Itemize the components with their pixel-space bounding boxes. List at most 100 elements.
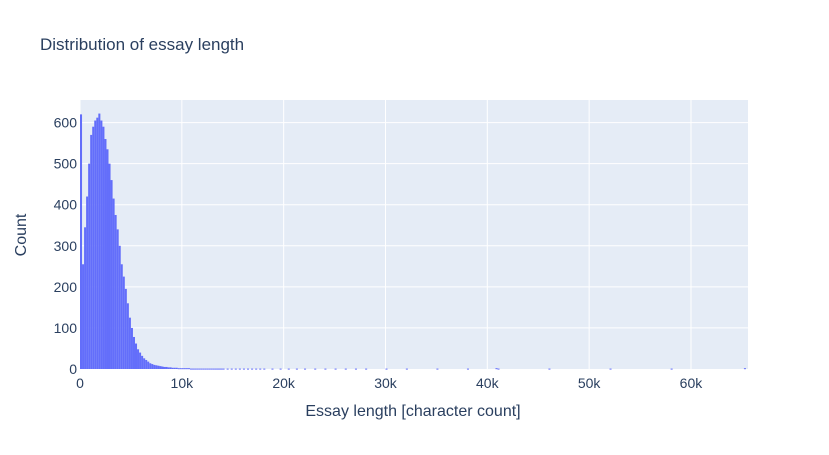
- histogram-bar: [139, 352, 142, 369]
- histogram-bar: [128, 317, 131, 369]
- histogram-bar: [385, 368, 388, 370]
- histogram-bar: [212, 368, 215, 370]
- tick-labels: 0 100 200 300 400 500 600 0 10k 20k 30k 40k 50k 60k: [54, 115, 704, 391]
- y-tick-label: 0: [69, 361, 77, 377]
- histogram-bar: [137, 349, 140, 369]
- histogram-bar: [151, 364, 154, 369]
- histogram-bar: [314, 368, 317, 370]
- x-tick-label: 30k: [374, 375, 398, 391]
- histogram-bar: [202, 368, 205, 370]
- histogram-bar: [230, 368, 233, 370]
- histogram-bar: [234, 368, 237, 370]
- histogram-bar: [94, 120, 97, 369]
- histogram-bar: [161, 366, 164, 369]
- histogram-bar: [220, 368, 223, 370]
- bars: [80, 113, 746, 370]
- histogram-bar: [466, 368, 469, 370]
- histogram-bar: [185, 368, 188, 370]
- x-axis-title: Essay length [character count]: [305, 403, 520, 420]
- histogram-bar: [548, 368, 551, 370]
- histogram-bar: [218, 368, 221, 370]
- histogram-bar: [334, 368, 337, 370]
- x-tick-label: 10k: [171, 375, 195, 391]
- histogram-bar: [102, 126, 105, 369]
- histogram-bar: [194, 368, 197, 370]
- histogram-bar: [124, 288, 127, 369]
- histogram-bar: [200, 368, 203, 370]
- histogram-bar: [126, 303, 129, 369]
- histogram-bar: [104, 139, 107, 369]
- histogram-bar: [100, 120, 103, 369]
- histogram-bar: [354, 368, 357, 370]
- x-tick-label: 0: [76, 375, 84, 391]
- histogram-bar: [344, 368, 347, 370]
- histogram-bar: [82, 264, 85, 369]
- histogram-bar: [208, 368, 211, 370]
- histogram-bar: [132, 336, 135, 369]
- histogram-bar: [143, 358, 146, 369]
- histogram-bar: [279, 368, 282, 370]
- histogram-bar: [90, 134, 93, 369]
- histogram-bar: [179, 368, 182, 370]
- chart-title: Distribution of essay length: [40, 35, 244, 54]
- histogram-bar: [242, 368, 245, 370]
- histogram-bar: [118, 245, 121, 369]
- histogram-bar: [92, 126, 95, 369]
- histogram-bar: [157, 365, 160, 369]
- plot-area: [80, 100, 748, 369]
- histogram-bar: [436, 368, 439, 370]
- histogram-bar: [145, 359, 148, 369]
- histogram-bar: [149, 363, 152, 369]
- y-tick-label: 500: [54, 156, 78, 172]
- histogram-bar: [222, 368, 225, 370]
- histogram-bar: [287, 368, 290, 370]
- histogram-bar: [495, 368, 498, 370]
- histogram-bar: [251, 368, 254, 370]
- histogram-bar: [177, 368, 180, 370]
- histogram-bar: [255, 368, 258, 370]
- histogram-bar: [259, 368, 262, 370]
- histogram-bar: [96, 117, 99, 369]
- x-tick-label: 40k: [476, 375, 500, 391]
- histogram-bar: [110, 180, 113, 369]
- histogram-bar: [98, 113, 101, 369]
- histogram-bar: [189, 368, 193, 370]
- histogram-bar: [86, 196, 89, 369]
- histogram-bar: [198, 368, 201, 370]
- histogram-bar: [175, 367, 178, 369]
- histogram-bar: [226, 368, 229, 370]
- histogram-bar: [155, 365, 158, 369]
- histogram-bar: [206, 368, 209, 370]
- histogram-bar: [167, 367, 170, 369]
- histogram-bar: [112, 198, 115, 369]
- histogram-bar: [365, 368, 368, 370]
- histogram-bar: [238, 368, 241, 370]
- histogram-bar: [271, 368, 274, 370]
- histogram-bar: [263, 368, 266, 370]
- histogram-bar: [743, 368, 746, 370]
- histogram-bar: [204, 368, 207, 370]
- histogram-bar: [324, 368, 327, 370]
- y-tick-label: 600: [54, 115, 78, 131]
- histogram-bar: [88, 163, 91, 369]
- y-tick-label: 100: [54, 320, 78, 336]
- histogram-bar: [181, 368, 184, 370]
- histogram-bar: [147, 361, 150, 369]
- histogram-bar: [183, 368, 186, 370]
- histogram-bar: [187, 368, 190, 370]
- histogram-bar: [80, 114, 83, 369]
- histogram-bar: [108, 163, 111, 369]
- histogram-bar: [130, 327, 133, 369]
- histogram-bar: [304, 368, 307, 370]
- histogram-bar: [497, 368, 500, 370]
- histogram-bar: [165, 366, 168, 369]
- histogram-bar: [173, 367, 176, 369]
- histogram-bar: [196, 368, 199, 370]
- histogram-bar: [169, 367, 172, 369]
- histogram-bar: [153, 364, 156, 369]
- grid-lines: [79, 100, 748, 369]
- histogram-bar: [106, 149, 109, 369]
- histogram-bar: [214, 368, 217, 370]
- histogram-bar: [609, 368, 612, 370]
